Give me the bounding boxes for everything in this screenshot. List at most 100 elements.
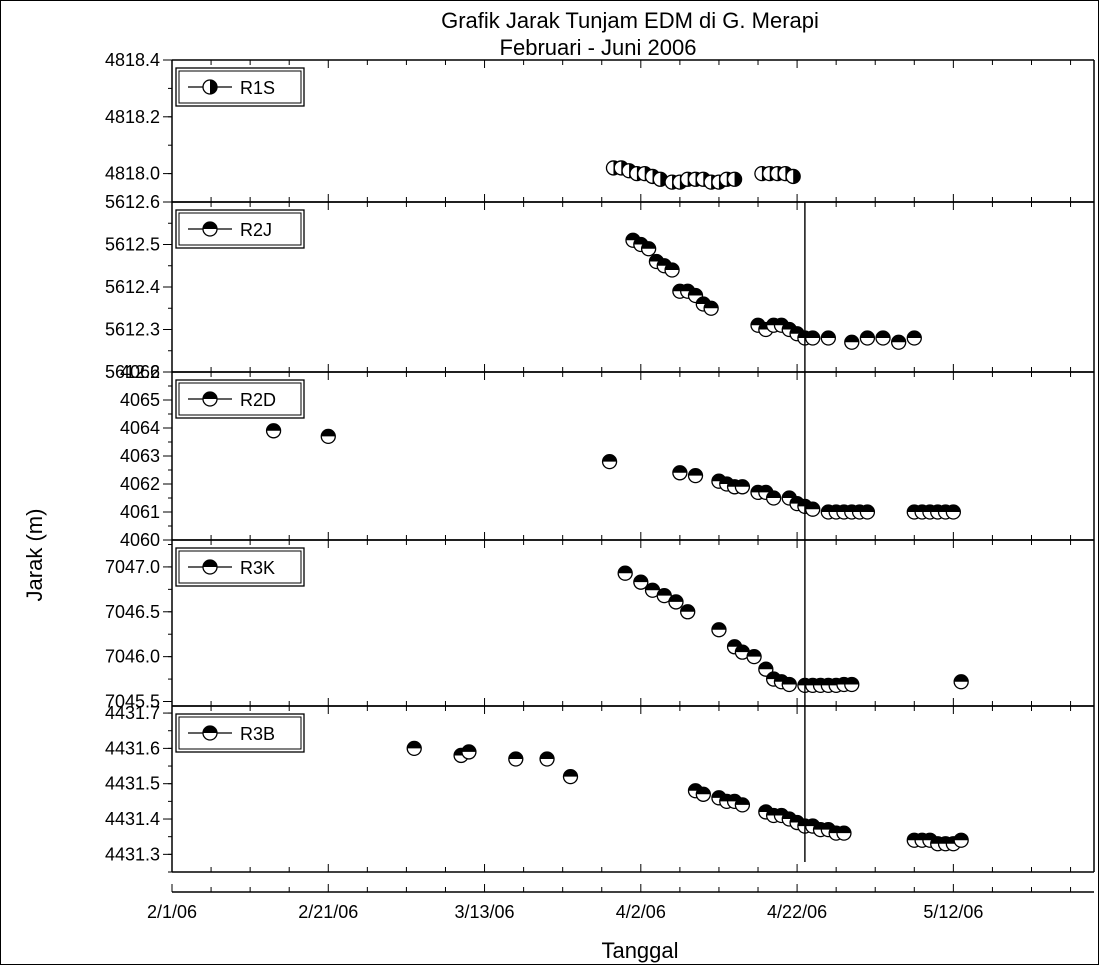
legend-r1s: R1S bbox=[175, 67, 305, 107]
data-point bbox=[711, 622, 727, 638]
panels-group: 4818.04818.24818.4R1S5612.25612.35612.45… bbox=[105, 50, 1095, 873]
y-tick-label: 4061 bbox=[120, 502, 160, 522]
data-point bbox=[562, 768, 579, 785]
data-point bbox=[781, 676, 797, 693]
x-tick-label: 2/1/06 bbox=[147, 902, 197, 922]
data-point bbox=[320, 428, 336, 445]
data-point bbox=[734, 797, 751, 813]
legend-r3k: R3K bbox=[175, 547, 305, 587]
legend-label: R3K bbox=[240, 558, 275, 578]
data-point bbox=[539, 751, 555, 767]
y-tick-label: 4060 bbox=[120, 530, 160, 550]
data-point bbox=[672, 465, 688, 481]
data-point bbox=[953, 674, 969, 690]
y-tick-label: 4431.5 bbox=[105, 774, 160, 794]
y-tick-label: 7046.0 bbox=[105, 647, 160, 667]
chart-title: Grafik Jarak Tunjam EDM di G. Merapi bbox=[441, 8, 819, 33]
data-point bbox=[785, 168, 801, 185]
data-point bbox=[859, 504, 876, 520]
data-point bbox=[734, 479, 751, 495]
data-point bbox=[844, 676, 860, 693]
data-point bbox=[656, 587, 672, 604]
data-point bbox=[773, 317, 790, 333]
y-tick-label: 5612.4 bbox=[105, 277, 160, 297]
y-tick-label: 7045.5 bbox=[105, 692, 160, 712]
y-tick-label: 4431.4 bbox=[105, 809, 160, 829]
panel-r3k: 7045.5 7046.0 7046.5 7047.0 R3K bbox=[105, 539, 1095, 712]
y-tick-label: 4063 bbox=[120, 446, 160, 466]
legend-r3b: R3B bbox=[175, 713, 305, 753]
x-tick-label: 5/12/06 bbox=[923, 902, 983, 922]
legend-r2d: R2D bbox=[175, 379, 305, 419]
legend-label: R2D bbox=[240, 390, 276, 410]
x-axis: 2/1/06 2/21/06 3/13/06 4/2/06 4/22/06 5/12/06 bbox=[147, 884, 1094, 922]
data-point bbox=[836, 825, 852, 841]
y-tick-label: 5612.6 bbox=[105, 192, 160, 212]
data-point bbox=[644, 582, 661, 598]
y-tick-label: 4066 bbox=[120, 362, 160, 382]
y-tick-label: 5612.2 bbox=[105, 362, 160, 382]
panel-r3b: 4431.3 4431.4 4431.5 4431.6 4431.7 R3B bbox=[105, 703, 1095, 873]
x-tick-label: 4/22/06 bbox=[767, 902, 827, 922]
data-point bbox=[945, 504, 962, 520]
data-point bbox=[695, 786, 711, 802]
data-point bbox=[758, 661, 774, 677]
legend-marker bbox=[202, 391, 218, 407]
legend-box-inner bbox=[178, 716, 302, 750]
y-tick-label: 5612.3 bbox=[105, 320, 160, 340]
legend-label: R3B bbox=[240, 724, 275, 744]
legend-box-inner bbox=[178, 550, 302, 584]
legend-box-inner bbox=[178, 212, 302, 246]
data-point bbox=[953, 832, 969, 848]
legend-marker bbox=[202, 559, 218, 575]
data-point bbox=[601, 453, 618, 470]
data-point bbox=[703, 300, 719, 316]
y-tick-label: 4818.0 bbox=[105, 164, 160, 184]
chart-subtitle: Februari - Juni 2006 bbox=[500, 35, 697, 60]
data-point bbox=[640, 241, 657, 257]
legend-marker bbox=[202, 221, 218, 237]
x-tick-label: 4/2/06 bbox=[616, 902, 666, 922]
data-point bbox=[859, 330, 876, 346]
data-point bbox=[844, 334, 860, 350]
data-point bbox=[734, 644, 751, 660]
legend-box-inner bbox=[178, 70, 302, 104]
y-tick-label: 4064 bbox=[120, 418, 160, 438]
data-point bbox=[680, 604, 696, 620]
data-point bbox=[765, 490, 782, 506]
legend-r2j: R2J bbox=[175, 209, 305, 249]
data-point bbox=[805, 501, 821, 517]
data-point bbox=[891, 334, 907, 350]
y-tick-label: 4062 bbox=[120, 474, 160, 494]
data-point bbox=[668, 594, 684, 610]
legend-marker bbox=[202, 79, 218, 95]
data-point bbox=[687, 287, 704, 304]
data-point bbox=[633, 574, 649, 590]
data-point bbox=[617, 565, 633, 581]
y-tick-label: 4431.7 bbox=[105, 703, 160, 723]
data-point bbox=[820, 330, 836, 346]
legend-marker bbox=[202, 725, 218, 741]
data-point bbox=[508, 751, 524, 767]
y-tick-label: 4818.4 bbox=[105, 50, 160, 70]
y-axis-title: Jarak (m) bbox=[22, 509, 47, 602]
data-point bbox=[875, 330, 891, 346]
data-point bbox=[906, 330, 922, 346]
data-point bbox=[805, 330, 821, 346]
x-tick-label: 3/13/06 bbox=[455, 902, 515, 922]
y-tick-label: 4431.6 bbox=[105, 738, 160, 758]
legend-box-inner bbox=[178, 382, 302, 416]
data-point bbox=[687, 467, 704, 484]
legend-label: R2J bbox=[240, 220, 272, 240]
y-tick-label: 7046.5 bbox=[105, 602, 160, 622]
y-tick-label: 7047.0 bbox=[105, 557, 160, 577]
x-axis-title: Tanggal bbox=[601, 938, 678, 963]
data-point bbox=[746, 648, 762, 665]
data-point bbox=[461, 744, 477, 760]
x-tick-label: 2/21/06 bbox=[298, 902, 358, 922]
legend-label: R1S bbox=[240, 78, 275, 98]
data-point bbox=[265, 423, 282, 439]
data-point bbox=[664, 262, 680, 278]
data-point bbox=[406, 740, 422, 757]
